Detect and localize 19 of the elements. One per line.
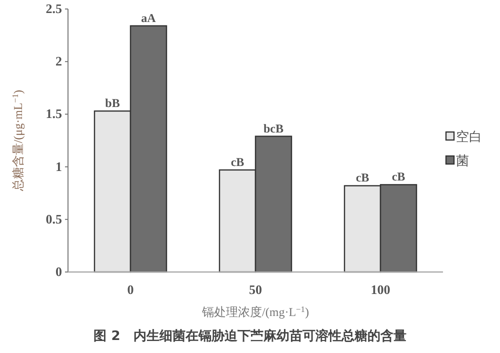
legend-label: 空白 — [456, 129, 482, 144]
y-tick-label: 1 — [56, 158, 62, 174]
y-tick-label: 0.5 — [46, 211, 62, 226]
legend-label: 菌 — [456, 153, 469, 168]
y-tick-label: 0 — [56, 264, 62, 279]
data-label: cB — [392, 170, 406, 184]
x-axis-title: 镉处理浓度/(mg·L$^{−1}$) — [201, 304, 309, 319]
data-label: aA — [141, 10, 156, 25]
text: 图 2 内生细菌在镉胁迫下苎麻幼苗可溶性总糖的含量 — [94, 328, 406, 344]
data-label: cB — [230, 154, 244, 169]
y-tick-label: 2 — [56, 54, 62, 69]
data-label: bcB — [263, 121, 284, 136]
y-tick-label: 1.5 — [46, 106, 62, 122]
x-tick-label: 0 — [127, 282, 134, 297]
x-tick-label: 50 — [249, 282, 262, 297]
data-label: cB — [356, 170, 370, 185]
x-tick-label: 100 — [370, 282, 390, 297]
data-label: bB — [105, 96, 120, 110]
y-tick-label: 2.5 — [46, 1, 62, 16]
